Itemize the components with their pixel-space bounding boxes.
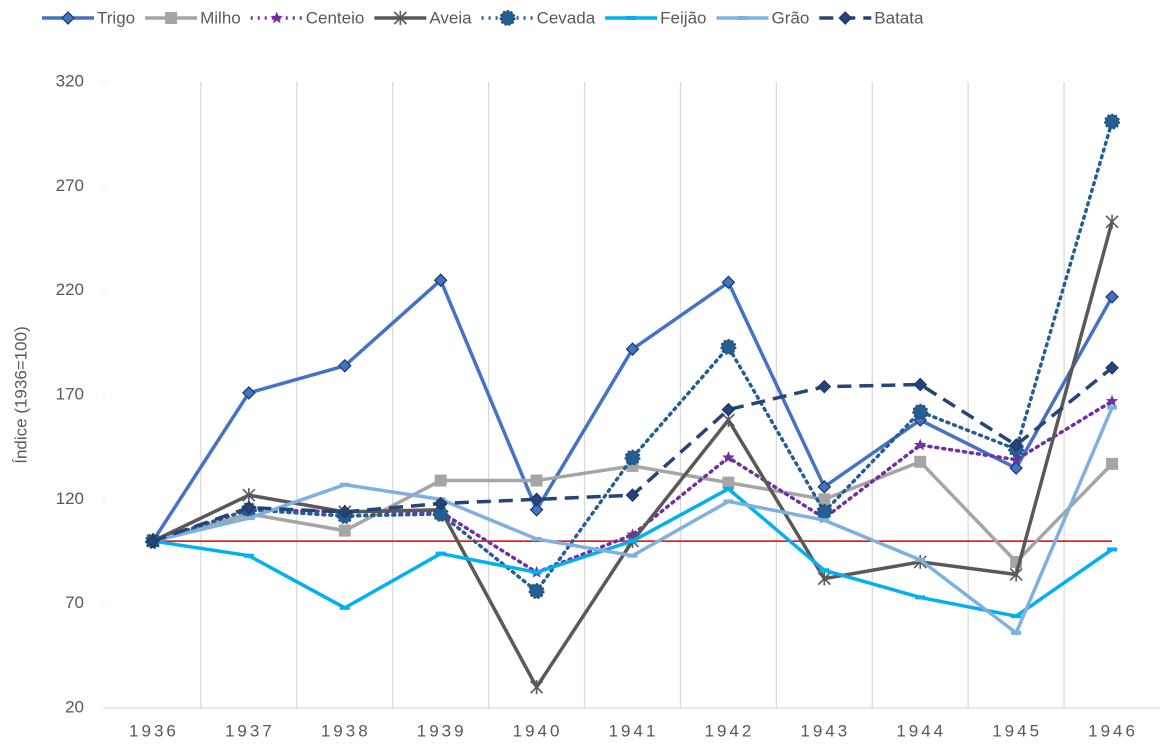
- marker: [338, 524, 351, 537]
- legend-label: Centeio: [306, 8, 365, 27]
- marker: [434, 474, 447, 487]
- y-tick-label: 320: [56, 71, 84, 90]
- x-tick-label: 1944: [896, 721, 946, 740]
- marker: [242, 488, 256, 503]
- marker: [817, 379, 832, 394]
- x-tick-label: 1946: [1088, 721, 1138, 740]
- legend-marker: [165, 12, 178, 24]
- marker: [1010, 453, 1023, 465]
- legend-item: Milho: [145, 8, 241, 27]
- series: [146, 361, 1119, 548]
- marker: [1105, 290, 1119, 304]
- legend-marker: [270, 11, 283, 24]
- marker: [721, 275, 736, 290]
- legend-item: Aveia: [374, 8, 472, 27]
- legend-item: Feijão: [605, 8, 706, 27]
- marker: [817, 479, 832, 494]
- marker: [721, 402, 736, 417]
- marker: [625, 342, 640, 356]
- legend-marker: [499, 10, 516, 26]
- marker: [530, 680, 544, 695]
- marker: [818, 493, 831, 506]
- marker: [1105, 214, 1119, 229]
- marker: [1104, 113, 1121, 130]
- marker: [1105, 394, 1119, 407]
- marker: [146, 534, 160, 548]
- y-tick-label: 220: [56, 280, 84, 299]
- marker: [720, 339, 737, 356]
- marker: [914, 455, 927, 468]
- y-tick-label: 120: [56, 489, 84, 508]
- series: [146, 455, 1119, 568]
- y-tick-label: 70: [65, 593, 84, 612]
- marker: [624, 449, 641, 466]
- marker: [337, 358, 352, 373]
- marker: [242, 500, 256, 515]
- marker: [914, 438, 927, 451]
- legend-item: Cevada: [481, 8, 596, 27]
- marker: [529, 502, 544, 517]
- legend-label: Trigo: [97, 8, 135, 27]
- y-tick-label: 20: [65, 697, 84, 716]
- marker: [625, 488, 640, 503]
- x-tick-label: 1945: [992, 721, 1042, 740]
- line: [151, 399, 1114, 575]
- marker: [529, 492, 544, 507]
- legend-marker: [61, 11, 75, 25]
- x-tick-label: 1939: [417, 721, 467, 740]
- series: [146, 273, 1119, 548]
- y-tick-label: 270: [56, 176, 84, 195]
- marker: [722, 476, 735, 489]
- marker: [337, 505, 352, 519]
- marker: [722, 451, 735, 463]
- marker: [816, 503, 833, 520]
- marker: [913, 377, 928, 392]
- x-tick-label: 1943: [800, 721, 850, 740]
- y-axis-label: Índice (1936=100): [11, 326, 30, 464]
- legend-label: Grão: [771, 8, 809, 27]
- legend-item: Centeio: [250, 8, 365, 27]
- marker: [1106, 457, 1119, 470]
- legend-label: Batata: [874, 8, 924, 27]
- legend-item: Grão: [716, 8, 809, 27]
- x-tick-label: 1941: [609, 721, 659, 740]
- legend-label: Cevada: [537, 8, 596, 27]
- x-tick-label: 1936: [129, 721, 179, 740]
- x-tick-label: 1942: [704, 721, 754, 740]
- legend-label: Aveia: [429, 8, 472, 27]
- marker: [817, 571, 831, 586]
- legend-label: Milho: [200, 8, 241, 27]
- series: [144, 113, 1121, 600]
- x-tick-label: 1940: [513, 721, 563, 740]
- marker: [242, 386, 256, 400]
- marker: [528, 583, 545, 600]
- marker: [530, 474, 543, 487]
- legend-item: Batata: [819, 8, 924, 27]
- series: [146, 394, 1119, 578]
- x-tick-label: 1937: [225, 721, 275, 740]
- legend-item: Trigo: [42, 8, 135, 27]
- x-tick-label: 1938: [321, 721, 371, 740]
- marker: [433, 273, 448, 288]
- marker: [1105, 361, 1119, 375]
- marker: [1009, 461, 1023, 475]
- legend-label: Feijão: [660, 8, 706, 27]
- marker: [1009, 567, 1023, 582]
- marker: [912, 403, 929, 420]
- marker: [433, 496, 448, 511]
- marker: [1009, 438, 1023, 452]
- y-tick-label: 170: [56, 384, 84, 403]
- legend-marker: [838, 11, 853, 25]
- legend-marker: [393, 11, 407, 25]
